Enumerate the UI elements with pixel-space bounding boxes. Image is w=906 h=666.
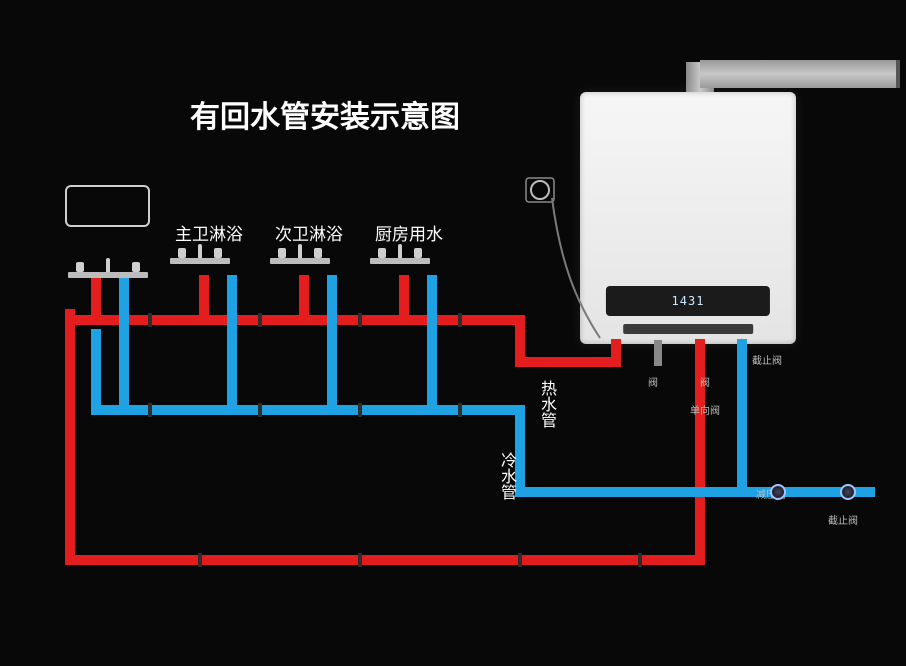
diagram-title: 有回水管安装示意图 — [190, 92, 460, 136]
fixture-faucet-icon — [370, 238, 430, 264]
cold-pipe-label: 冷水管 — [494, 452, 518, 500]
valve-icon — [840, 484, 856, 500]
component-label: 阀 — [648, 378, 658, 389]
component-label: 阀 — [700, 378, 710, 389]
fixture-faucet-icon — [170, 238, 230, 264]
valve-icon — [770, 484, 786, 500]
hot-pipe-label: 热水管 — [534, 380, 558, 428]
component-label: 单向阀 — [690, 406, 720, 417]
bathtub-faucet-icon — [68, 252, 148, 278]
fixture-faucet-icon — [270, 238, 330, 264]
component-label: 截止阀 — [828, 516, 858, 527]
component-label: 截止阀 — [752, 356, 782, 367]
